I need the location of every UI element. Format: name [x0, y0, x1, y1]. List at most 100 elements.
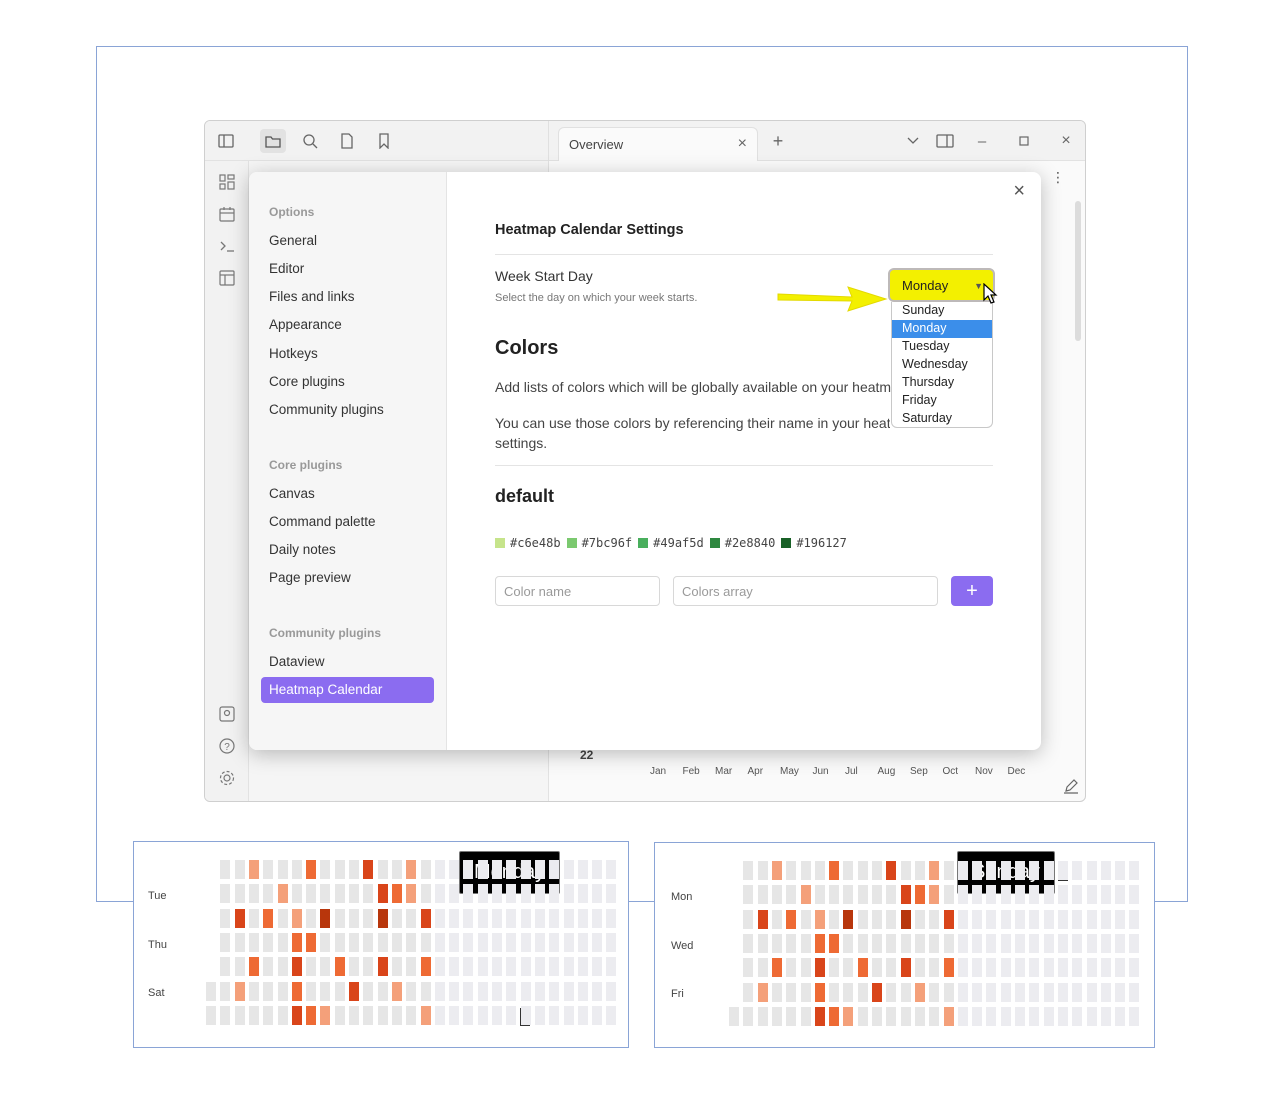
heatmap-cell [1000, 958, 1011, 978]
weekday-label: Thu [148, 939, 167, 951]
nav-item-core-plugins[interactable]: Core plugins [269, 374, 345, 389]
maximize-icon[interactable] [1011, 129, 1037, 153]
heatmap-cell [306, 860, 317, 879]
heatmap-cell [1057, 909, 1068, 929]
nav-item-canvas[interactable]: Canvas [269, 486, 315, 501]
option-sunday[interactable]: Sunday [902, 303, 945, 317]
heatmap-cell [1072, 885, 1083, 905]
heatmap-cell [248, 932, 259, 952]
heatmap-cell [263, 981, 274, 1001]
terminal-icon[interactable] [215, 235, 239, 257]
week-start-dropdown[interactable]: Monday ▼ [888, 268, 995, 302]
edit-pencil-icon[interactable] [1063, 778, 1079, 797]
sidebar-toggle-icon[interactable] [213, 129, 239, 153]
heatmap-cell [914, 1006, 925, 1026]
tab-overview[interactable]: Overview × [558, 127, 758, 161]
vault-icon[interactable] [215, 703, 239, 725]
nav-heading-community-plugins: Community plugins [269, 626, 381, 640]
heatmap-cell [463, 860, 474, 879]
heatmap-cell [1100, 1006, 1111, 1026]
heatmap-cell [563, 1005, 574, 1025]
heatmap-cell [829, 885, 840, 905]
heatmap-cell [434, 957, 445, 977]
heatmap-cell [786, 1006, 797, 1026]
heatmap-cell [743, 982, 754, 1002]
nav-item-command-palette[interactable]: Command palette [269, 514, 376, 529]
nav-item-community-plugins[interactable]: Community plugins [269, 402, 384, 417]
heatmap-cell [1086, 1006, 1097, 1026]
minimize-icon[interactable]: – [977, 132, 987, 150]
heatmap-cell [1029, 933, 1040, 953]
swatch-label: #49af5d [653, 536, 704, 550]
heatmap-cell [492, 957, 502, 977]
heatmap-cell [957, 1006, 968, 1026]
nav-item-hotkeys[interactable]: Hotkeys [269, 346, 318, 361]
calendar-icon[interactable] [215, 203, 239, 225]
tab-title: Overview [569, 137, 624, 152]
nav-item-general[interactable]: General [269, 233, 318, 248]
nav-item-dataview[interactable]: Dataview [269, 654, 325, 669]
nav-item-heatmap-calendar[interactable]: Heatmap Calendar [261, 677, 434, 703]
option-saturday[interactable]: Saturday [902, 411, 953, 425]
plus-icon[interactable]: + [772, 130, 784, 151]
split-icon[interactable] [932, 129, 958, 153]
heatmap-cell [477, 884, 488, 904]
heatmap-cell [886, 982, 897, 1002]
heatmap-cell [1043, 861, 1054, 880]
option-thursday[interactable]: Thursday [902, 375, 955, 389]
heatmap-cell [972, 933, 983, 953]
heatmap-cell [377, 884, 388, 904]
option-friday[interactable]: Friday [902, 393, 937, 407]
heatmap-cell [449, 908, 460, 928]
heatmap-cell [577, 860, 588, 879]
help-icon[interactable]: ? [215, 735, 239, 757]
heatmap-cell [492, 884, 502, 904]
heatmap-cell [1057, 861, 1068, 880]
grid-icon[interactable] [215, 171, 239, 193]
heatmap-cell [477, 957, 488, 977]
heatmap-cell [786, 982, 797, 1002]
swatch: #196127 [781, 536, 847, 550]
nav-item-appearance[interactable]: Appearance [269, 317, 342, 332]
heatmap-cell [234, 908, 245, 928]
heatmap-cell [606, 908, 617, 928]
template-icon[interactable] [215, 267, 239, 289]
heatmap-cell [391, 908, 402, 928]
heatmap-cell [914, 933, 925, 953]
heatmap-cell [914, 958, 925, 978]
modal-close-icon[interactable]: × [1013, 180, 1025, 202]
heatmap-cell [914, 861, 925, 880]
more-options-icon[interactable]: ⋮ [1051, 169, 1065, 185]
folder-icon[interactable] [260, 129, 286, 153]
nav-item-page-preview[interactable]: Page preview [269, 570, 351, 585]
nav-item-daily-notes[interactable]: Daily notes [269, 542, 336, 557]
heatmap-cell [220, 932, 231, 952]
close-icon[interactable]: × [1061, 132, 1071, 149]
weekday-label: Wed [671, 940, 694, 952]
nav-item-files-and-links[interactable]: Files and links [269, 289, 355, 304]
tab-close-icon[interactable]: × [737, 135, 747, 152]
search-icon[interactable] [297, 129, 323, 153]
swatch-label: #2e8840 [724, 536, 776, 550]
scrollbar[interactable] [1075, 201, 1081, 341]
color-name-input[interactable] [495, 576, 660, 606]
heatmap-cell [757, 885, 768, 905]
file-icon[interactable] [334, 129, 360, 153]
heatmap-cell [914, 909, 925, 929]
heatmap-cell [757, 933, 768, 953]
option-wednesday[interactable]: Wednesday [902, 357, 968, 371]
chevron-down-icon[interactable] [900, 129, 926, 153]
bookmark-icon[interactable] [371, 129, 397, 153]
heatmap-cell [563, 884, 574, 904]
colors-array-input[interactable] [673, 576, 938, 606]
heatmap-cell [206, 981, 216, 1001]
add-color-button[interactable]: + [951, 576, 993, 606]
week-start-description: Select the day on which your week starts… [495, 292, 698, 304]
heatmap-cell [1057, 958, 1068, 978]
heatmap-cell [1115, 1006, 1126, 1026]
nav-item-editor[interactable]: Editor [269, 261, 305, 276]
heatmap-cell [606, 981, 617, 1001]
option-monday[interactable]: Monday [892, 320, 992, 338]
settings-gear-icon[interactable] [215, 767, 239, 789]
option-tuesday[interactable]: Tuesday [902, 339, 950, 353]
